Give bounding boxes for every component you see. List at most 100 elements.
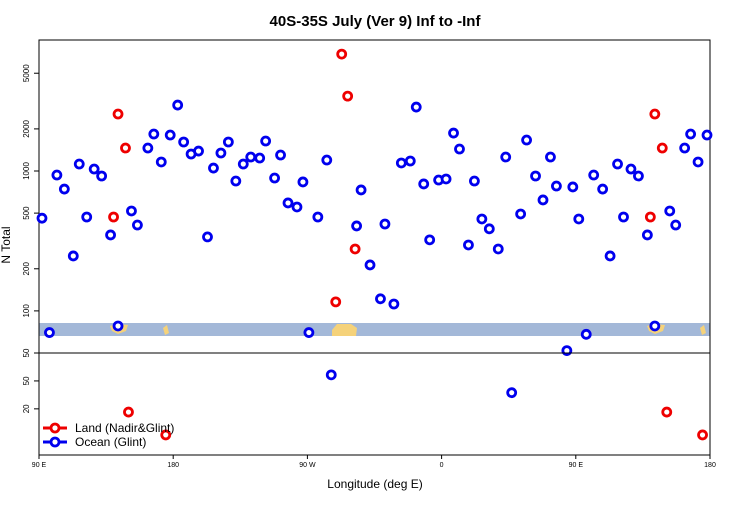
y-tick-label: 200 [22, 262, 31, 276]
y-tick-label: 50 [22, 348, 31, 357]
point [625, 163, 637, 175]
point [245, 151, 257, 163]
point [656, 142, 668, 154]
y-tick-label: 2000 [22, 119, 31, 137]
point [44, 327, 55, 338]
point [112, 108, 124, 120]
point [551, 180, 562, 192]
point [164, 129, 176, 141]
point [222, 136, 234, 148]
point [418, 178, 430, 190]
point [51, 169, 63, 181]
x-tick-label: 0 [440, 462, 444, 469]
point [254, 152, 266, 164]
point [312, 211, 324, 223]
point [521, 134, 532, 146]
y-tick-label: 5000 [22, 64, 31, 82]
legend-marker [49, 436, 61, 448]
point [178, 136, 190, 148]
legend-label: Land (Nadir&Glint) [75, 421, 174, 435]
point [404, 155, 416, 167]
y-tick-label: 500 [22, 206, 31, 220]
point [580, 328, 592, 340]
y-tick-label: 50 [22, 376, 31, 385]
point [492, 243, 504, 255]
point [303, 327, 315, 338]
point [395, 157, 407, 169]
map-strip [39, 323, 710, 336]
chart-title: 40S-35S July (Ver 9) Inf to -Inf [270, 13, 482, 30]
point [476, 213, 488, 225]
point [573, 213, 585, 225]
ocean-strip [39, 323, 710, 336]
point [697, 429, 708, 441]
point [530, 170, 541, 182]
land-blob [332, 324, 357, 336]
point [202, 231, 213, 243]
y-tick-label: 1000 [22, 162, 31, 180]
point [515, 208, 527, 220]
point [88, 163, 100, 175]
point [73, 158, 85, 170]
point [649, 108, 661, 120]
point [604, 250, 616, 262]
point [612, 158, 623, 170]
point [545, 151, 556, 163]
point [661, 406, 673, 418]
point [649, 320, 661, 332]
legend-label: Ocean (Glint) [75, 435, 146, 449]
point [618, 211, 629, 223]
point [260, 135, 272, 147]
x-tick-label: 90 E [569, 462, 584, 469]
point [440, 173, 452, 185]
point [641, 229, 653, 241]
point [685, 128, 697, 140]
point [132, 219, 143, 231]
point [483, 223, 495, 235]
point [355, 184, 367, 196]
land-blob [163, 325, 169, 335]
point [120, 142, 131, 154]
point [172, 99, 184, 111]
point [123, 406, 134, 418]
point [448, 127, 459, 139]
point [291, 201, 303, 213]
point [155, 156, 167, 168]
y-tick-label: 100 [22, 304, 31, 318]
point [208, 162, 219, 174]
point [96, 170, 108, 182]
legend-marker [49, 422, 61, 434]
point [108, 211, 119, 223]
point [633, 170, 644, 182]
point [142, 142, 154, 154]
point [325, 369, 337, 381]
point [364, 259, 376, 271]
point [105, 229, 116, 241]
point [701, 129, 713, 141]
point [588, 169, 600, 181]
point [567, 181, 579, 193]
point [330, 296, 342, 308]
point [282, 197, 294, 209]
point [81, 211, 93, 223]
point [388, 298, 400, 310]
point [342, 90, 354, 102]
point [379, 218, 391, 230]
point [58, 183, 70, 195]
point [297, 176, 309, 188]
point [351, 220, 363, 232]
point [321, 154, 333, 166]
point [349, 243, 361, 255]
point [463, 239, 474, 251]
point [67, 250, 79, 262]
point [148, 128, 160, 140]
point [537, 194, 549, 206]
point [500, 151, 512, 163]
point [679, 142, 691, 154]
point [275, 149, 286, 161]
point [454, 143, 465, 155]
point [644, 211, 656, 223]
point [692, 156, 704, 168]
y-tick-label: 20 [22, 404, 31, 413]
